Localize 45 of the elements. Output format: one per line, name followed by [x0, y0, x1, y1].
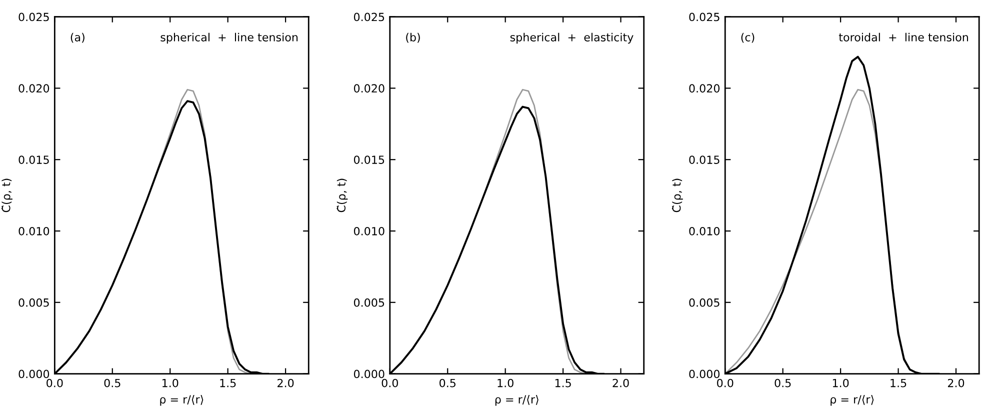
x-tick-label: 2.0	[278, 378, 294, 388]
y-tick-label: 0.015	[689, 156, 720, 164]
x-axis-title: ρ = r/⟨r⟩	[495, 394, 538, 406]
y-tick-label: 0.020	[354, 84, 384, 93]
y-tick-label: 0.005	[354, 298, 384, 307]
y-tick-label: 0.025	[18, 12, 49, 22]
x-tick-label: 2.0	[612, 378, 629, 388]
y-tick-label: 0.015	[354, 156, 384, 164]
x-tick-label: 2.0	[948, 378, 964, 388]
annotation: (b)	[406, 32, 420, 43]
y-axis-title: C̃(ρ, t)	[672, 178, 683, 212]
y-tick-label: 0.025	[354, 12, 384, 22]
y-tick-label: 0.005	[18, 298, 49, 307]
annotation: spherical + elasticity	[510, 32, 634, 44]
x-tick-label: 0.0	[382, 378, 398, 388]
x-tick-label: 0.5	[774, 378, 791, 388]
x-axis-title: ρ = r/⟨r⟩	[830, 394, 874, 406]
y-tick-label: 0.000	[354, 370, 384, 378]
y-tick-label: 0.000	[689, 370, 720, 378]
x-axis-title: ρ = r/⟨r⟩	[160, 394, 204, 406]
y-tick-label: 0.025	[689, 12, 720, 22]
x-tick-label: 1.5	[890, 379, 906, 388]
y-tick-label: 0.020	[689, 84, 720, 93]
y-tick-label: 0.010	[18, 226, 50, 236]
annotation: spherical + line tension	[160, 32, 298, 44]
y-tick-label: 0.010	[689, 226, 720, 236]
x-tick-label: 0.0	[46, 378, 63, 388]
y-tick-label: 0.020	[18, 84, 50, 93]
x-tick-label: 0.5	[104, 378, 120, 388]
x-tick-label: 1.5	[220, 379, 236, 388]
x-tick-label: 0.5	[440, 378, 456, 388]
y-tick-label: 0.010	[354, 226, 384, 236]
annotation: toroidal + line tension	[838, 32, 968, 42]
x-tick-label: 1.0	[498, 378, 514, 388]
y-tick-label: 0.015	[18, 156, 49, 164]
y-tick-label: 0.005	[689, 298, 720, 307]
annotation: (c)	[741, 32, 754, 43]
x-tick-label: 0.0	[717, 378, 734, 388]
x-tick-label: 1.5	[555, 379, 571, 388]
y-axis-title: C̃(ρ, t)	[336, 178, 348, 212]
x-tick-label: 1.0	[832, 378, 849, 388]
x-tick-label: 1.0	[162, 378, 178, 388]
y-tick-label: 0.000	[18, 370, 50, 378]
annotation: (a)	[70, 32, 84, 43]
y-axis-title: C̃(ρ, t)	[2, 178, 12, 212]
